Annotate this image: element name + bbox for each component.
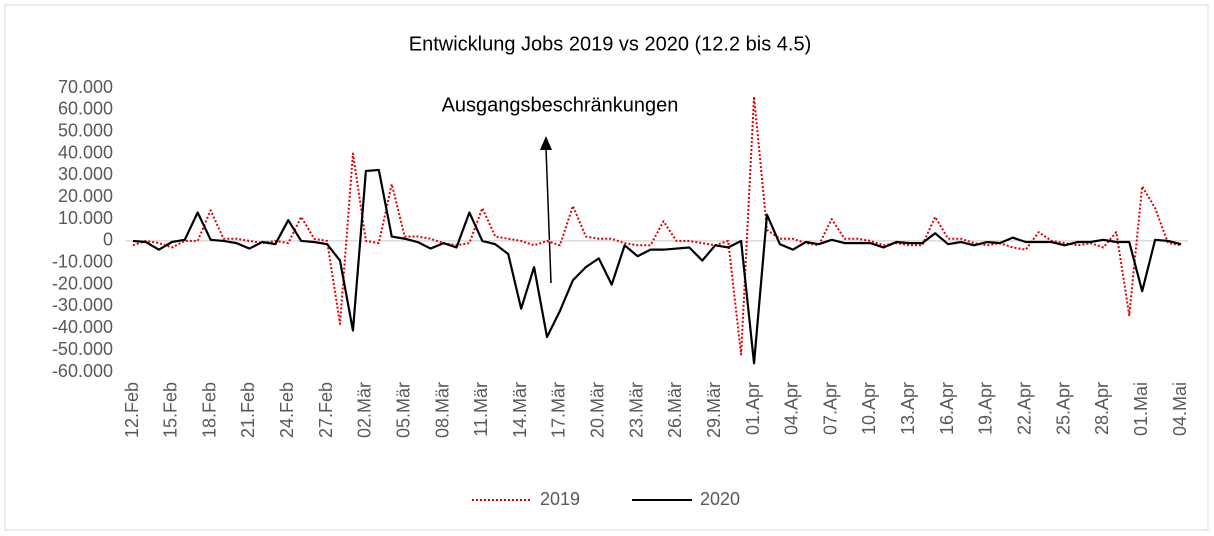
y-tick-label: 0 [103,230,113,250]
x-tick-label: 02.Mär [355,382,375,438]
chart-border [4,4,1209,531]
x-tick-label: 15.Feb [161,382,181,438]
x-tick-label: 12.Feb [122,382,142,438]
legend-label: 2019 [540,489,580,509]
x-tick-label: 27.Feb [316,382,336,438]
x-tick-label: 25.Apr [1053,382,1073,435]
x-tick-label: 04.Mai [1170,382,1190,436]
y-tick-label: -60.000 [52,361,113,381]
x-tick-label: 14.Mär [510,382,530,438]
y-tick-label: -30.000 [52,295,113,315]
x-tick-label: 20.Mär [588,382,608,438]
x-tick-label: 04.Apr [782,382,802,435]
x-tick-label: 26.Mär [665,382,685,438]
x-tick-label: 08.Mär [432,382,452,438]
y-tick-label: 30.000 [58,164,113,184]
y-tick-label: 20.000 [58,186,113,206]
x-tick-label: 21.Feb [238,382,258,438]
x-tick-label: 28.Apr [1092,382,1112,435]
annotation: Ausgangsbeschränkungen [442,94,679,116]
y-tick-label: 70.000 [58,77,113,97]
x-tick-label: 24.Feb [277,382,297,438]
x-tick-label: 19.Apr [976,382,996,435]
x-tick-label: 17.Mär [549,382,569,438]
x-tick-label: 16.Apr [937,382,957,435]
x-tick-label: 07.Apr [820,382,840,435]
x-tick-label: 01.Apr [743,382,763,435]
x-tick-label: 13.Apr [898,382,918,435]
chart-title: Entwicklung Jobs 2019 vs 2020 (12.2 bis … [409,33,811,55]
x-tick-label: 01.Mai [1131,382,1151,436]
x-tick-label: 11.Mär [471,382,491,437]
annotation-arrow [545,147,552,284]
y-tick-label: 50.000 [58,120,113,140]
x-tick-label: 18.Feb [199,382,219,438]
legend-label: 2020 [700,489,740,509]
y-tick-label: -50.000 [52,339,113,359]
y-tick-label: 40.000 [58,142,113,162]
x-tick-label: 29.Mär [704,382,724,438]
x-tick-label: 22.Apr [1014,382,1034,435]
y-tick-label: -10.000 [52,252,113,272]
y-tick-label: -40.000 [52,317,113,337]
x-tick-label: 10.Apr [859,382,879,435]
x-tick-label: 05.Mär [393,382,413,438]
x-tick-label: 23.Mär [626,382,646,438]
y-tick-label: 60.000 [58,99,113,119]
series-line [132,168,1182,365]
y-tick-label: -20.000 [52,273,113,293]
y-tick-label: 10.000 [58,208,113,228]
arrow-head [540,136,552,150]
